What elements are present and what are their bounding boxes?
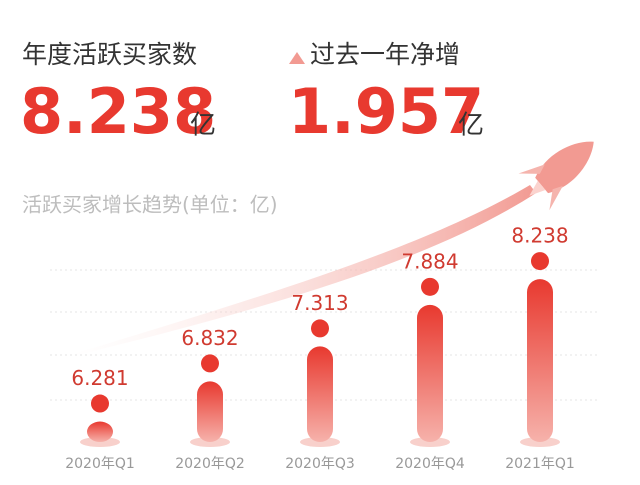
bar — [417, 304, 443, 442]
stat-label: 年度活跃买家数 — [22, 40, 197, 69]
bar-dot — [311, 319, 329, 338]
x-tick-label: 2020年Q3 — [285, 456, 355, 472]
x-tick-label: 2020年Q2 — [175, 456, 245, 472]
stat-unit: 亿 — [458, 111, 484, 141]
bar — [527, 279, 553, 442]
bar — [307, 346, 333, 442]
rocket — [518, 141, 594, 211]
bar — [87, 421, 113, 442]
bar — [197, 381, 223, 442]
stat-value: 1.957 — [288, 75, 484, 148]
stat-value: 8.238 — [20, 75, 216, 148]
bar-dot — [421, 277, 439, 296]
bar-dot — [91, 394, 109, 413]
bar-dot — [201, 354, 219, 373]
value-label: 8.238 — [511, 224, 568, 248]
up-icon — [289, 52, 305, 64]
value-label: 6.832 — [181, 326, 238, 350]
stat-unit: 亿 — [190, 111, 216, 141]
value-label: 7.313 — [291, 291, 348, 315]
value-label: 6.281 — [71, 366, 128, 390]
x-tick-label: 2021年Q1 — [505, 456, 575, 472]
stat-label: 过去一年净增 — [310, 40, 460, 69]
x-tick-label: 2020年Q1 — [65, 456, 135, 472]
chart-title: 活跃买家增长趋势(单位：亿) — [22, 193, 278, 217]
value-label: 7.884 — [401, 249, 458, 273]
x-tick-label: 2020年Q4 — [395, 456, 465, 472]
bar-dot — [531, 252, 549, 271]
